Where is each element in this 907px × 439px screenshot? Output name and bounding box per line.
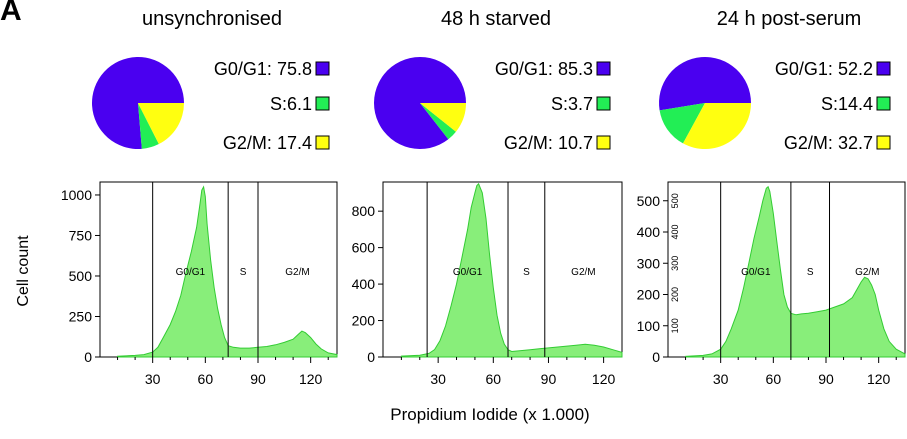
y-tick-label: 0 (367, 349, 375, 365)
x-tick-label: 60 (198, 371, 214, 387)
pie-chart-unsynchronised: unsynchronised G0/G1: 75.8 S:6.1 G2/M: 1… (91, 8, 330, 153)
legend-s-swatch (596, 96, 611, 111)
legend-g2m-text: G2/M: 10.7 (504, 133, 593, 153)
gate-label-s: S (523, 267, 530, 278)
pie-chart-48h-starved: 48 h starved G0/G1: 85.3 S:3.7 G2/M: 10.… (374, 8, 611, 153)
y-tick-label: 250 (69, 308, 93, 324)
y-tick-label: 1000 (61, 187, 92, 203)
y-tick-label-rotated: 200 (670, 287, 680, 302)
legend-g0g1-swatch (876, 61, 891, 76)
y-tick-label: 800 (352, 203, 376, 219)
gate-label-s: S (240, 267, 247, 278)
y-tick-label: 750 (69, 227, 93, 243)
y-tick-label-rotated: 400 (670, 224, 680, 239)
gate-label-g0g1: G0/G1 (741, 267, 771, 278)
legend-s-text: S:14.4 (821, 94, 873, 114)
legend-s-swatch (315, 96, 330, 111)
pie-slices (91, 57, 185, 150)
pie-slices (374, 57, 466, 150)
legend-g2m-text: G2/M: 32.7 (784, 133, 873, 153)
pie-slice-g2m (683, 103, 751, 150)
pie-slice-g0g1 (659, 56, 752, 111)
pie-slice-g0g1 (91, 57, 184, 150)
y-tick-label: 400 (637, 224, 661, 240)
y-tick-label: 200 (352, 313, 376, 329)
legend-g2m-swatch (596, 135, 611, 150)
y-tick-label: 300 (637, 255, 661, 271)
legend-g0g1-swatch (315, 61, 330, 76)
x-tick-label: 30 (145, 371, 161, 387)
legend-g2m-swatch (315, 135, 330, 150)
x-tick-label: 30 (430, 371, 446, 387)
y-tick-label-rotated: 500 (670, 193, 680, 208)
y-tick-label-rotated: 300 (670, 256, 680, 271)
y-tick-label: 600 (352, 240, 376, 256)
x-tick-label: 60 (486, 371, 502, 387)
y-tick-label: 200 (637, 287, 661, 303)
x-tick-label: 90 (541, 371, 557, 387)
histogram-48h-starved: G0/G1 S G2/M 30 60 90 120 0 200 400 600 800 (352, 181, 623, 387)
histogram-area (117, 185, 338, 358)
pie-chart-24h-post-serum: 24 h post-serum G0/G1: 52.2 S:14.4 G2/M:… (659, 8, 891, 153)
y-tick-label: 100 (637, 318, 661, 334)
gate-label-g2m: G2/M (855, 267, 879, 278)
histogram-area (400, 182, 623, 358)
pie-slice-g2m (138, 103, 185, 145)
pie-title: unsynchronised (142, 8, 282, 30)
y-tick-label: 0 (84, 349, 92, 365)
pie-slice-s (420, 103, 456, 140)
pie-title: 48 h starved (441, 8, 551, 30)
x-tick-label: 90 (818, 371, 834, 387)
histogram-unsynchronised: G0/G1 S G2/M 30 60 90 120 0 250 500 750 1000 (61, 181, 338, 387)
x-tick-label: 120 (299, 371, 323, 387)
legend-g0g1-text: G0/G1: 75.8 (214, 59, 312, 79)
x-axis-label: Propidium Iodide (x 1.000) (390, 405, 589, 424)
panel-letter: A (0, 0, 22, 27)
x-tick-label: 90 (250, 371, 266, 387)
legend-s-text: S:6.1 (270, 94, 312, 114)
legend-g2m-text: G2/M: 17.4 (223, 133, 312, 153)
plot-frame (382, 181, 623, 358)
x-tick-label: 60 (766, 371, 782, 387)
pie-slices (659, 56, 752, 150)
pie-slice-g2m (420, 103, 466, 132)
y-tick-label: 0 (652, 349, 660, 365)
legend-g2m-swatch (876, 135, 891, 150)
pie-slice-g0g1 (374, 57, 466, 150)
gate-label-g2m: G2/M (571, 267, 595, 278)
x-tick-label: 30 (713, 371, 729, 387)
legend-s-text: S:3.7 (551, 94, 593, 114)
y-tick-label: 500 (69, 268, 93, 284)
gate-label-g0g1: G0/G1 (176, 267, 206, 278)
pie-slice-s (138, 103, 159, 149)
histogram-24h-post-serum: G0/G1 S G2/M 30 60 90 120 0 100 200 300 400 500 100 20… (637, 181, 906, 387)
legend-g0g1-text: G0/G1: 85.3 (495, 59, 593, 79)
gate-label-g2m: G2/M (285, 267, 309, 278)
y-axis-label: Cell count (15, 235, 32, 307)
y-tick-label: 500 (637, 193, 661, 209)
legend-g0g1-text: G0/G1: 52.2 (775, 59, 873, 79)
y-tick-label: 400 (352, 276, 376, 292)
legend-g0g1-swatch (596, 61, 611, 76)
x-tick-label: 120 (867, 371, 891, 387)
pie-title: 24 h post-serum (717, 8, 862, 30)
pie-slice-s (659, 103, 705, 144)
x-tick-label: 120 (592, 371, 616, 387)
gate-label-s: S (807, 267, 814, 278)
y-tick-label-rotated: 100 (670, 318, 680, 333)
gate-label-g0g1: G0/G1 (453, 267, 483, 278)
legend-s-swatch (876, 96, 891, 111)
